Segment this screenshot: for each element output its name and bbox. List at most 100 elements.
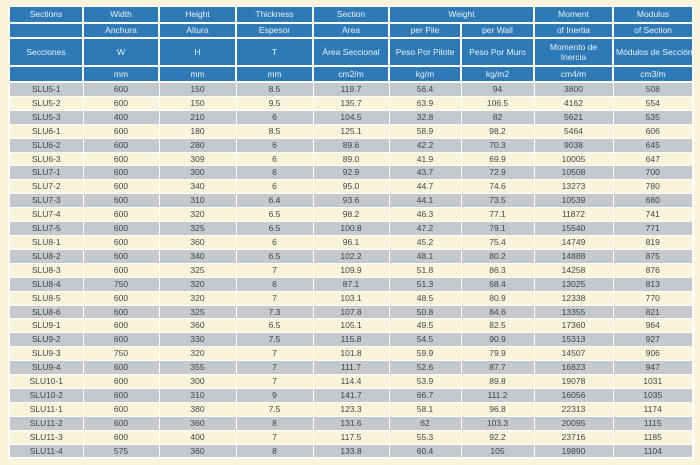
header-height-symbol: H [158, 37, 237, 67]
cell-moment-of-inertia: 5464 [533, 123, 614, 139]
cell-area: 104.5 [312, 109, 390, 125]
cell-moment-of-inertia: 12338 [533, 290, 614, 306]
cell-section-name: SLU6-2 [8, 137, 84, 153]
cell-weight-per-pile: 48.5 [388, 290, 462, 306]
table-row: SLU11-4 575 360 8 133.8 60.4 105 19890 1… [8, 443, 694, 459]
cell-thickness: 6.5 [235, 221, 314, 236]
cell-weight-per-pile: 51.3 [388, 276, 462, 292]
cell-height: 320 [158, 276, 237, 292]
cell-weight-per-pile: 54.5 [388, 332, 462, 348]
table-row: SLU10-1 600 300 7 114.4 53.9 89.8 19078 … [8, 374, 694, 389]
cell-modulus-of-section: 680 [612, 193, 694, 209]
cell-weight-per-wall: 70.3 [460, 137, 535, 153]
cell-width: 600 [82, 290, 160, 306]
cell-weight-per-wall: 80.2 [460, 248, 535, 264]
cell-weight-per-wall: 89.8 [460, 374, 535, 389]
cell-modulus-of-section: 780 [612, 179, 694, 195]
cell-thickness: 6 [235, 234, 314, 250]
cell-thickness: 7.5 [235, 332, 314, 348]
cell-moment-of-inertia: 23716 [533, 429, 614, 445]
header-sections-es: Secciones [8, 37, 84, 67]
cell-modulus-of-section: 1174 [612, 401, 694, 417]
table-row: SLU7-1 600 300 6 92.9 43.7 72.9 10508 70… [8, 165, 694, 181]
cell-weight-per-wall: 92.2 [460, 429, 535, 445]
cell-section-name: SLU7-3 [8, 193, 84, 209]
unit-weight-pile: kg/m [388, 65, 462, 83]
cell-moment-of-inertia: 10508 [533, 165, 614, 181]
header-row-sub: Anchura Altura Espesor Area per Pile per… [8, 22, 694, 39]
header-moment-es: Momento de Inercia [533, 37, 614, 67]
cell-weight-per-wall: 90.9 [460, 332, 535, 348]
cell-width: 600 [82, 415, 160, 431]
cell-weight-per-wall: 103.3 [460, 415, 535, 431]
cell-height: 360 [158, 318, 237, 334]
cell-weight-per-wall: 68.4 [460, 276, 535, 292]
table-row: SLU8-3 600 325 7 109.9 51.8 86.3 14258 8… [8, 262, 694, 278]
header-weight-en: Weight [388, 5, 535, 24]
cell-moment-of-inertia: 5621 [533, 109, 614, 125]
cell-weight-per-pile: 50.8 [388, 304, 462, 320]
table-row: SLU5-3 400 210 6 104.5 32.8 82 5621 535 [8, 109, 694, 125]
header-thickness-en: Thickness [235, 5, 314, 24]
table-row: SLU8-6 600 325 7.3 107.8 50.8 84.6 13355… [8, 304, 694, 320]
cell-weight-per-pile: 55.3 [388, 429, 462, 445]
header-per-pile-en: per Pile [388, 22, 462, 39]
table-row: SLU8-2 600 340 6.5 102.2 48.1 80.2 14888… [8, 248, 694, 264]
cell-section-name: SLU9-2 [8, 332, 84, 348]
cell-modulus-of-section: 813 [612, 276, 694, 292]
cell-weight-per-wall: 87.7 [460, 360, 535, 376]
cell-modulus-of-section: 1031 [612, 374, 694, 389]
table-row: SLU6-2 600 280 6 89.6 42.2 70.3 9038 645 [8, 137, 694, 153]
cell-modulus-of-section: 947 [612, 360, 694, 376]
cell-width: 600 [82, 429, 160, 445]
cell-moment-of-inertia: 13355 [533, 304, 614, 320]
cell-thickness: 8 [235, 443, 314, 459]
cell-area: 123.3 [312, 401, 390, 417]
cell-thickness: 6 [235, 151, 314, 167]
cell-height: 355 [158, 360, 237, 376]
table-row: SLU9-1 600 360 6.5 105.1 49.5 82.5 17360… [8, 318, 694, 334]
cell-moment-of-inertia: 14258 [533, 262, 614, 278]
header-modulus-es: Módulos de Sección [612, 37, 694, 67]
header-thickness-symbol: T [235, 37, 314, 67]
cell-thickness: 6 [235, 179, 314, 195]
cell-width: 600 [82, 374, 160, 389]
header-empty-cell [8, 65, 84, 83]
cell-height: 380 [158, 401, 237, 417]
cell-weight-per-pile: 43.7 [388, 165, 462, 181]
table-row: SLU6-3 600 309 6 89.0 41.9 69.9 10005 64… [8, 151, 694, 167]
cell-weight-per-pile: 48.1 [388, 248, 462, 264]
cell-modulus-of-section: 1035 [612, 387, 694, 403]
cell-height: 400 [158, 429, 237, 445]
cell-thickness: 6 [235, 165, 314, 181]
cell-weight-per-wall: 79.9 [460, 346, 535, 362]
cell-moment-of-inertia: 14507 [533, 346, 614, 362]
cell-width: 600 [82, 123, 160, 139]
header-height-en: Height [158, 5, 237, 24]
cell-section-name: SLU6-3 [8, 151, 84, 167]
cell-area: 89.0 [312, 151, 390, 167]
cell-modulus-of-section: 819 [612, 234, 694, 250]
cell-weight-per-pile: 58.9 [388, 123, 462, 139]
table-row: SLU8-5 600 320 7 103.1 48.5 80.9 12338 7… [8, 290, 694, 306]
cell-modulus-of-section: 645 [612, 137, 694, 153]
cell-modulus-of-section: 770 [612, 290, 694, 306]
cell-thickness: 6.5 [235, 248, 314, 264]
cell-weight-per-pile: 44.7 [388, 179, 462, 195]
header-of-inertia-en: of Inertia [533, 22, 614, 39]
cell-area: 141.7 [312, 387, 390, 403]
cell-width: 600 [82, 221, 160, 236]
header-moment-es-text: Momento de Inercia [549, 41, 598, 62]
cell-modulus-of-section: 927 [612, 332, 694, 348]
cell-height: 325 [158, 304, 237, 320]
cell-weight-per-pile: 58.1 [388, 401, 462, 417]
cell-height: 210 [158, 109, 237, 125]
header-section-en: Section [312, 5, 390, 24]
cell-area: 111.7 [312, 360, 390, 376]
header-width-symbol: W [82, 37, 160, 67]
cell-section-name: SLU5-2 [8, 95, 84, 111]
cell-width: 600 [82, 81, 160, 97]
cell-thickness: 7 [235, 290, 314, 306]
cell-moment-of-inertia: 3800 [533, 81, 614, 97]
